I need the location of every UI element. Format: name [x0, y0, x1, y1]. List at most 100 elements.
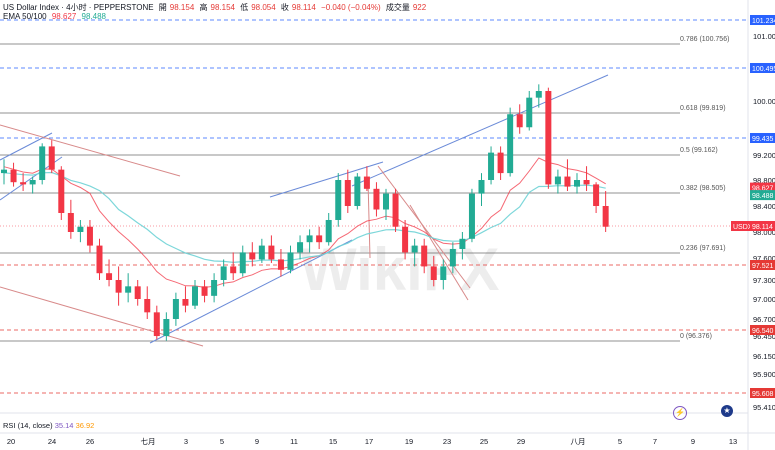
fib-level-label: 0.236 (97.691) — [680, 245, 726, 252]
price-tag-bg — [750, 388, 775, 398]
candle — [535, 84, 542, 108]
us-flag-icon[interactable]: ★ — [721, 405, 733, 417]
price-tag-bg — [750, 63, 775, 73]
high-value: 98.154 — [210, 3, 235, 12]
candle — [48, 140, 55, 174]
candle — [316, 226, 323, 249]
candle — [115, 266, 122, 306]
candle — [526, 91, 533, 131]
price-tag-text: 98.114 — [752, 224, 773, 231]
low-value: 98.054 — [251, 3, 276, 12]
y-tick-label: 97.000 — [753, 295, 775, 304]
candle — [593, 182, 600, 213]
y-tick-label: 99.200 — [753, 151, 775, 160]
candle-body — [106, 273, 113, 280]
candle — [297, 235, 304, 260]
candle — [134, 280, 141, 306]
candle-body — [239, 252, 246, 274]
candle — [507, 107, 514, 177]
candle — [468, 188, 475, 243]
y-tick-label: 97.600 — [753, 254, 775, 263]
x-tick-label: 13 — [729, 437, 737, 446]
lightning-icon[interactable]: ⚡ — [673, 406, 687, 420]
candle-body — [268, 245, 275, 260]
price-tag-text: 98.488 — [752, 193, 774, 200]
ema-legend[interactable]: EMA 50/100 98.627 98.488 — [3, 12, 109, 21]
y-tick-label: 100.000 — [753, 97, 775, 106]
x-tick-label: 24 — [48, 437, 56, 446]
candle-body — [363, 176, 370, 189]
candle-body — [583, 180, 590, 185]
volume-label: 成交量 — [385, 3, 410, 12]
fib-level-label: 0.5 (99.162) — [680, 147, 718, 154]
candle-body — [29, 180, 36, 185]
candle — [67, 199, 74, 239]
candle — [306, 229, 313, 253]
x-tick-label: 15 — [329, 437, 337, 446]
ema-label: EMA 50/100 — [3, 12, 47, 21]
candle-body — [67, 212, 74, 232]
chart-header: US Dollar Index · 4小时 · PEPPERSTONE 開 98.… — [3, 2, 429, 13]
y-tick-label: 95.900 — [753, 370, 775, 379]
candle-body — [163, 319, 170, 337]
candle — [344, 169, 351, 213]
candle-body — [430, 266, 437, 280]
price-tag-bg — [750, 182, 775, 193]
price-tag: USDX 98.114 — [731, 221, 775, 231]
symbol-tag-bg — [731, 221, 751, 231]
candle-body — [497, 152, 504, 174]
candle-body — [20, 182, 27, 185]
candle — [564, 159, 571, 192]
open-label: 開 — [158, 3, 167, 12]
x-tick-label: 17 — [365, 437, 373, 446]
price-tag-text: 100.495 — [752, 66, 775, 73]
candle-body — [478, 180, 485, 194]
candle-body — [144, 299, 151, 313]
candle-body — [564, 176, 571, 187]
candle-body — [411, 245, 418, 253]
candle — [230, 252, 237, 280]
candle-body — [1, 169, 7, 174]
candle — [96, 238, 103, 280]
x-tick-label: 23 — [443, 437, 451, 446]
price-tag-text: 97.521 — [752, 263, 774, 270]
candle — [545, 87, 552, 189]
candle — [125, 273, 132, 303]
rsi-value: 35.14 — [54, 421, 74, 430]
candle — [277, 248, 284, 277]
candle — [574, 173, 580, 194]
high-label: 高 — [199, 3, 208, 12]
candle — [421, 238, 428, 274]
rsi-legend[interactable]: RSI (14, close) 35.14 36.92 — [3, 421, 94, 430]
x-tick-label: 25 — [480, 437, 488, 446]
x-tick-label: 5 — [220, 437, 224, 446]
price-tag-bg — [750, 15, 775, 25]
fib-level-label: 0.786 (100.756) — [680, 36, 729, 43]
candle — [20, 173, 27, 192]
candle-body — [192, 286, 198, 306]
candle-body — [554, 176, 561, 185]
y-tick-label: 96.700 — [753, 315, 775, 324]
candle-body — [287, 252, 294, 270]
candle — [459, 232, 466, 260]
candle-body — [182, 299, 189, 306]
candle-body — [316, 235, 323, 243]
trendline — [149, 239, 353, 344]
candle-body — [602, 206, 609, 227]
candle-body — [86, 226, 93, 246]
candle-body — [402, 226, 409, 253]
candle-body — [535, 91, 542, 98]
candle — [211, 273, 218, 303]
candle — [39, 143, 46, 185]
x-tick-label: 3 — [184, 437, 188, 446]
change-value: −0.040 (−0.04%) — [321, 3, 381, 12]
candle-body — [392, 193, 399, 227]
y-tick-label: 96.150 — [753, 352, 775, 361]
candle-body — [344, 180, 351, 206]
price-tag: 96.540 — [750, 325, 775, 335]
candle-body — [335, 180, 342, 220]
ema-fast-value: 98.627 — [51, 12, 77, 21]
price-tag-bg — [750, 221, 775, 231]
x-tick-label: 5 — [618, 437, 622, 446]
